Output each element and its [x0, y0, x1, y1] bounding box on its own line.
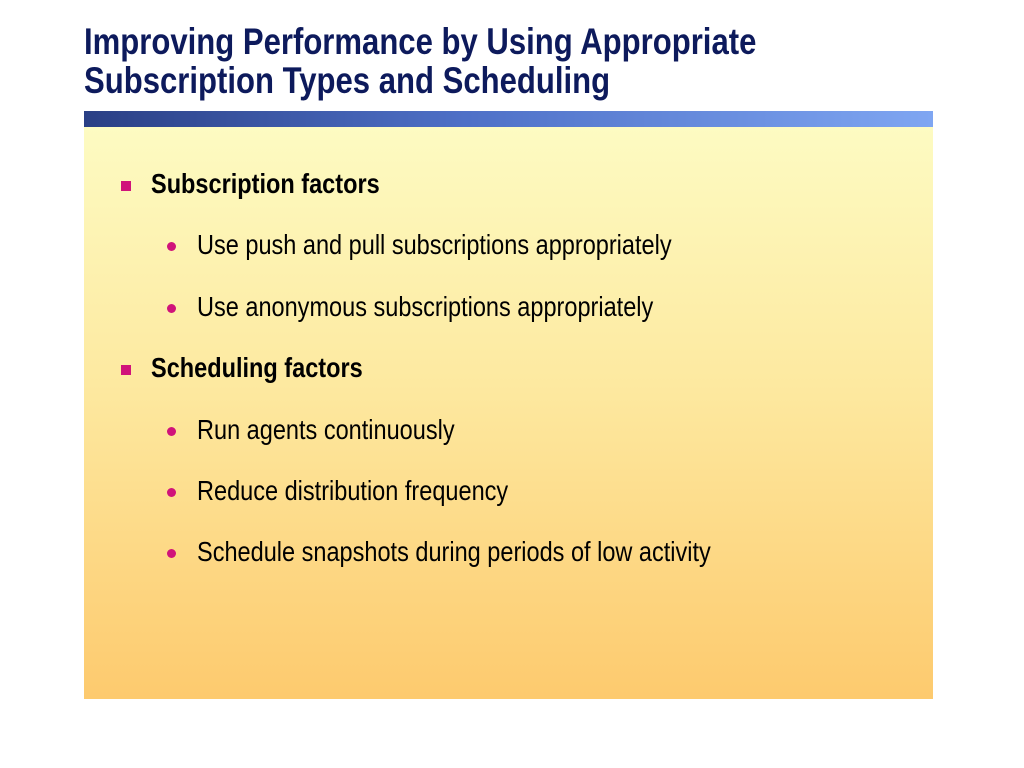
slide-title: Improving Performance by Using Appropria… [84, 22, 840, 100]
bullet-item-reduce-frequency: Reduce distribution frequency [167, 476, 567, 506]
bullet-item-anonymous: Use anonymous subscriptions appropriatel… [167, 292, 740, 322]
square-bullet-icon [121, 181, 131, 191]
round-bullet-icon [167, 304, 176, 313]
bullet-text: Schedule snapshots during periods of low… [197, 536, 711, 567]
bullet-text: Reduce distribution frequency [197, 475, 509, 506]
bullet-text: Scheduling factors [151, 352, 363, 383]
round-bullet-icon [167, 242, 176, 251]
bullet-text: Use push and pull subscriptions appropri… [197, 229, 672, 260]
round-bullet-icon [167, 488, 176, 497]
bullet-item-scheduling-factors: Scheduling factors [121, 353, 403, 383]
slide-title-line-2: Subscription Types and Scheduling [84, 60, 611, 101]
bullet-item-schedule-snapshots: Schedule snapshots during periods of low… [167, 537, 809, 567]
title-divider-bar [84, 111, 933, 127]
slide-title-line-1: Improving Performance by Using Appropria… [84, 21, 757, 62]
round-bullet-icon [167, 427, 176, 436]
bullet-text: Use anonymous subscriptions appropriatel… [197, 291, 654, 322]
content-panel: Subscription factors Use push and pull s… [84, 127, 933, 699]
bullet-item-push-pull: Use push and pull subscriptions appropri… [167, 230, 762, 260]
bullet-text: Run agents continuously [197, 414, 455, 445]
square-bullet-icon [121, 365, 131, 375]
round-bullet-icon [167, 549, 176, 558]
bullet-list: Subscription factors Use push and pull s… [84, 127, 933, 699]
bullet-text: Subscription factors [151, 168, 380, 199]
bullet-item-run-agents: Run agents continuously [167, 415, 504, 445]
bullet-item-subscription-factors: Subscription factors [121, 169, 423, 199]
